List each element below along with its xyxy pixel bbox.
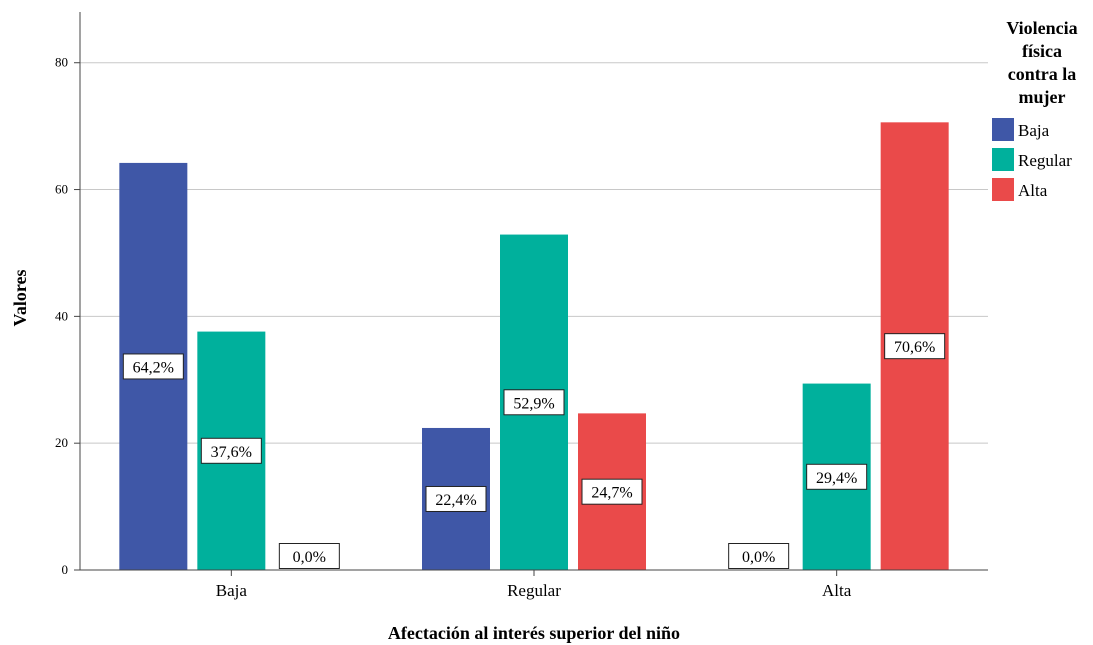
y-tick-label: 20	[55, 435, 68, 450]
legend-item-label: Alta	[1018, 181, 1048, 200]
data-label-box	[581, 478, 643, 505]
legend-title-line: contra la	[1008, 64, 1076, 84]
data-label: 29,4%	[816, 470, 857, 487]
data-label: 24,7%	[591, 485, 632, 502]
data-label-box	[122, 353, 184, 380]
legend-title-line: física	[1022, 41, 1062, 61]
data-label: 37,6%	[211, 444, 252, 461]
data-label: 70,6%	[894, 339, 935, 356]
data-labels: 64,2% 37,6% 0,0% 22,4% 52,9% 24,7% 0,0% 29,4% 70…	[122, 333, 946, 569]
data-label: 22,4%	[435, 492, 476, 509]
x-category-labels: Baja Regular Alta	[216, 570, 852, 600]
data-label: 52,9%	[513, 395, 554, 412]
legend-title-line: Violencia	[1006, 18, 1077, 38]
y-tick-label: 60	[55, 182, 68, 197]
data-label: 0,0%	[742, 549, 775, 566]
y-axis-title: Valores	[10, 269, 30, 326]
data-label-box	[884, 333, 946, 360]
y-tick-label: 40	[55, 308, 68, 323]
legend-swatch	[992, 148, 1014, 171]
legend-swatch	[992, 118, 1014, 141]
x-category-label: Baja	[216, 581, 248, 600]
x-axis-title: Afectación al interés superior del niño	[388, 623, 680, 643]
legend: Violencia física contra la mujer Baja Regular…	[992, 18, 1078, 201]
legend-item-label: Regular	[1018, 151, 1072, 170]
x-category-label: Regular	[507, 581, 561, 600]
legend-swatch	[992, 178, 1014, 201]
data-label: 0,0%	[293, 549, 326, 566]
data-label-box	[728, 543, 790, 569]
x-category-label: Alta	[822, 581, 852, 600]
data-label-box	[425, 485, 487, 512]
data-label-box	[503, 389, 565, 416]
data-label: 64,2%	[133, 359, 174, 376]
y-tick-labels: 0 20 40 60 80	[55, 55, 80, 577]
legend-item-label: Baja	[1018, 121, 1050, 140]
data-label-box	[806, 463, 868, 490]
y-tick-label: 0	[62, 562, 69, 577]
legend-title-line: mujer	[1019, 87, 1066, 107]
data-label-box	[200, 437, 262, 464]
y-tick-label: 80	[55, 55, 68, 70]
data-label-box	[278, 543, 340, 569]
